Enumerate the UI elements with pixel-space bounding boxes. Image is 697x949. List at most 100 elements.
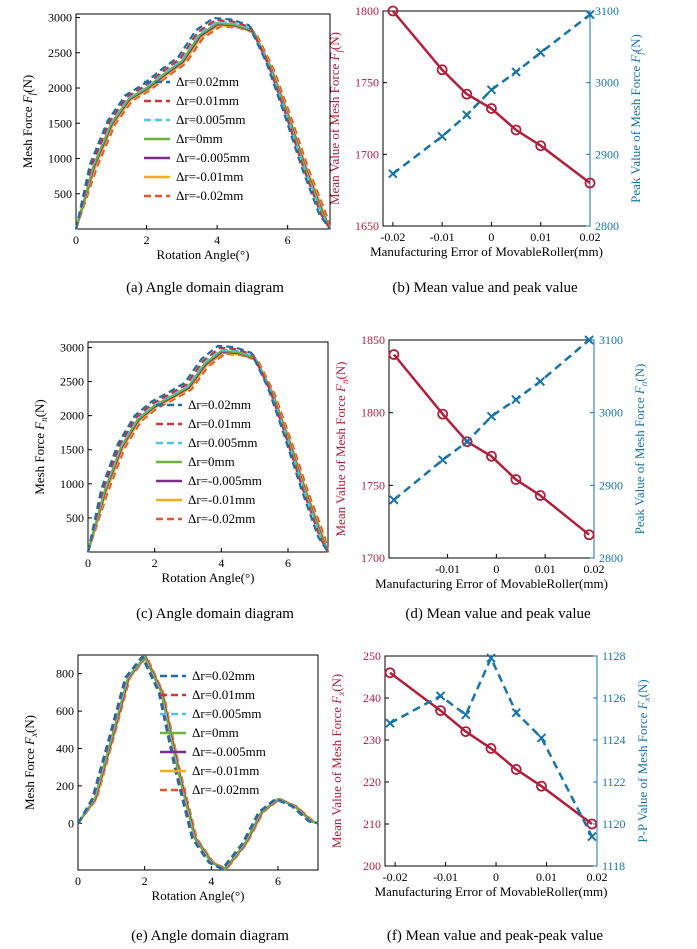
y-tick-label: 240 <box>363 691 381 705</box>
x-tick-label: 0 <box>493 870 499 884</box>
series-line <box>77 655 319 871</box>
x-tick-label: 6 <box>275 874 281 888</box>
peak-value-point <box>461 710 471 720</box>
mean-value-line <box>389 671 593 826</box>
y-tick-label: 230 <box>363 733 381 747</box>
mean-value-point <box>461 436 473 448</box>
legend-label: Δr=-0.01mm <box>188 492 255 507</box>
peak-value-point <box>435 691 446 701</box>
y-tick-label: 1700 <box>361 551 385 565</box>
y2-tick-label: 3000 <box>599 406 623 420</box>
peak-value-line <box>393 339 590 501</box>
caption-c: (c) Angle domain diagram <box>136 606 294 622</box>
y-tick-label: 1500 <box>60 443 84 457</box>
peak-value-point <box>486 411 497 422</box>
peak-value-point <box>511 707 521 718</box>
y-tick-label: 210 <box>363 817 381 831</box>
peak-value-point <box>437 131 447 142</box>
x-tick-label: 6 <box>285 556 291 570</box>
caption-d: (d) Mean value and peak value <box>405 606 591 622</box>
x-tick-label: 0 <box>85 556 91 570</box>
legend-label: Δr=0.005mm <box>192 706 262 721</box>
y2-axis-label: Peak Value of Mesh Force Ff(N) <box>628 34 645 203</box>
y2-tick-label: 1120 <box>602 817 626 831</box>
legend-label: Δr=0.01mm <box>192 687 255 702</box>
y2-tick-label: 2900 <box>599 478 623 492</box>
x-tick-label: 0 <box>73 233 79 247</box>
y2-tick-label: 2800 <box>599 551 623 565</box>
x-axis-label: Manufacturing Error of MovableRoller(mm) <box>370 244 603 259</box>
peak-value-point <box>585 9 595 20</box>
x-tick-label: 2 <box>152 556 158 570</box>
y-tick-label: 1650 <box>355 219 379 233</box>
mean-value-point <box>534 490 546 501</box>
x-axis-label: Manufacturing Error of MovableRoller(mm) <box>375 884 608 899</box>
peak-value-point <box>486 653 496 663</box>
x-tick-label: 4 <box>208 874 214 888</box>
y-axis-label: Mesh Force Fx(N) <box>22 715 39 810</box>
x-tick-label: 0.01 <box>536 870 557 884</box>
y-tick-label: 220 <box>363 775 381 789</box>
mean-value-point <box>486 450 497 462</box>
y-tick-label: 1000 <box>48 152 72 166</box>
plot-frame <box>384 655 598 867</box>
y2-tick-label: 3000 <box>595 76 619 90</box>
peak-value-point <box>511 394 521 405</box>
mean-value-point <box>536 780 547 792</box>
plot-frame <box>77 654 319 871</box>
y-tick-label: 500 <box>54 187 72 201</box>
series-line <box>86 344 329 553</box>
mean-value-point <box>510 124 522 136</box>
legend-label: Δr=-0.01mm <box>192 763 259 778</box>
series-line <box>86 348 329 553</box>
peak-value-point <box>389 495 399 505</box>
peak-value-point <box>535 376 546 387</box>
mean-value-point <box>583 529 595 541</box>
mean-value-point <box>435 705 446 716</box>
legend-label: Δr=0mm <box>188 454 235 469</box>
peak-value-point <box>437 455 448 465</box>
y-tick-label: 3000 <box>48 11 72 25</box>
legend-label: Δr=0mm <box>176 131 223 146</box>
y-axis-label: Mean Value of Mesh Force Fx(N) <box>329 674 346 849</box>
y-tick-label: 400 <box>56 741 74 755</box>
y-tick-label: 0 <box>68 816 74 830</box>
x-axis-label: Rotation Angle(°) <box>152 888 245 903</box>
y-tick-label: 2000 <box>48 81 72 95</box>
x-tick-label: 0.01 <box>535 562 556 576</box>
y-tick-label: 200 <box>56 779 74 793</box>
peak-value-point <box>587 831 597 842</box>
legend-label: Δr=0.02mm <box>176 74 239 89</box>
y2-axis-label: P-P Value of Mesh Force Fx(N) <box>635 679 652 842</box>
y-axis-label: Mesh Force Fn(N) <box>32 399 49 495</box>
x-axis-label: Manufacturing Error of MovableRoller(mm) <box>375 576 608 591</box>
y-tick-label: 250 <box>363 649 381 663</box>
peak-value-point <box>511 67 521 77</box>
legend-label: Δr=0.02mm <box>188 397 251 412</box>
x-tick-label: 0 <box>493 562 499 576</box>
legend-label: Δr=-0.01mm <box>176 169 243 184</box>
mean-value-point <box>586 818 598 830</box>
x-tick-label: 0 <box>75 874 81 888</box>
legend-label: Δr=-0.005mm <box>192 744 266 759</box>
x-tick-label: 0.02 <box>580 230 601 244</box>
y-tick-label: 800 <box>56 667 74 681</box>
legend-label: Δr=0.005mm <box>188 435 258 450</box>
y2-tick-label: 2900 <box>595 147 619 161</box>
y-axis-label: Mean Value of Mesh Force Ff(N) <box>327 32 344 205</box>
y-tick-label: 1700 <box>355 147 379 161</box>
panel-e: 0 2 4 6 Rotation Angle(°) 0 200 400 600 800 Mesh F… <box>22 654 319 903</box>
mean-value-point <box>485 743 497 754</box>
y-tick-label: 1800 <box>355 4 379 18</box>
x-tick-label: 4 <box>214 233 220 247</box>
x-tick-label: -0.02 <box>380 230 405 244</box>
x-tick-label: -0.01 <box>430 230 455 244</box>
series-line <box>74 19 331 230</box>
x-axis-label: Rotation Angle(°) <box>162 570 255 585</box>
caption-a: (a) Angle domain diagram <box>126 280 284 296</box>
peak-value-point <box>388 168 398 179</box>
caption-f: (f) Mean value and peak-peak value <box>387 928 603 944</box>
mean-value-point <box>486 103 497 114</box>
